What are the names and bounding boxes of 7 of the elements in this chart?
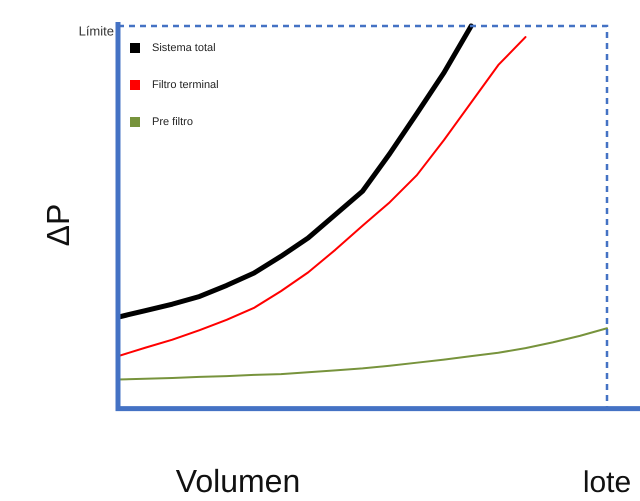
ref-line-label: Límite	[78, 24, 114, 39]
legend-label: Filtro terminal	[152, 79, 219, 92]
y-axis-title: ΔP	[40, 204, 76, 246]
text: lote	[582, 466, 632, 499]
legend-label: Pre filtro	[152, 116, 193, 128]
legend-label: Sistema total	[152, 42, 216, 54]
x-axis-title: Volumen	[176, 463, 300, 499]
